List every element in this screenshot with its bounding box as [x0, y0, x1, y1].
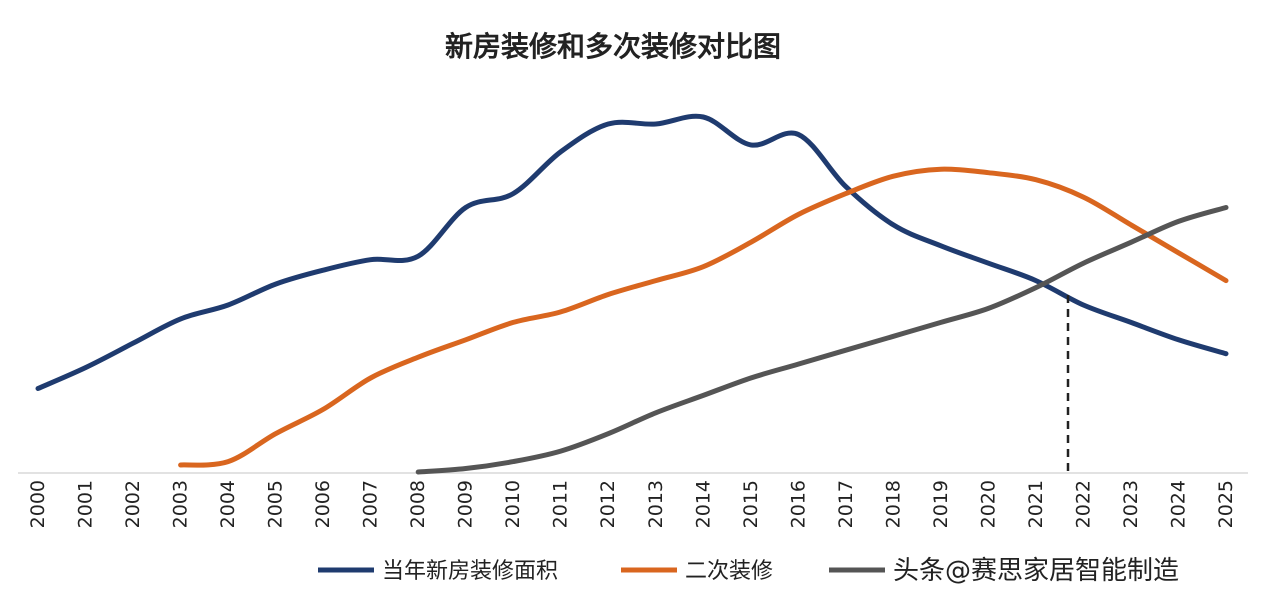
legend-label-1: 二次装修	[685, 559, 773, 584]
x-tick-label: 2025	[1215, 480, 1237, 528]
x-tick-label: 2023	[1120, 480, 1142, 528]
x-tick-label: 2024	[1167, 480, 1189, 528]
x-tick-label: 2006	[312, 480, 334, 528]
x-tick-label: 2020	[977, 480, 999, 528]
x-tick-label: 2017	[835, 480, 857, 528]
legend-label-0: 当年新房装修面积	[382, 559, 558, 584]
series-lines	[35, 113, 1229, 475]
x-tick-label: 2019	[930, 480, 952, 528]
x-tick-label: 2002	[122, 480, 144, 528]
x-tick-label: 2004	[217, 480, 239, 528]
x-tick-label: 2010	[502, 480, 524, 528]
x-tick-label: 2014	[692, 480, 714, 528]
series-line-1	[178, 166, 1229, 468]
x-tick-label: 2015	[740, 480, 762, 528]
series-line-0	[35, 113, 1229, 391]
x-tick-label: 2005	[265, 480, 287, 528]
x-tick-label: 2008	[407, 480, 429, 528]
x-tick-label: 2022	[1072, 480, 1094, 528]
x-axis-ticks: 2000 2001 2002 2003 2004 2005 2006 2007 2008 2009…	[27, 480, 1237, 528]
watermark-text: 头条@赛思家居智能制造	[893, 556, 1179, 586]
x-tick-label: 2007	[360, 480, 382, 528]
series-line-2	[415, 205, 1229, 475]
x-tick-label: 2016	[787, 480, 809, 528]
x-tick-label: 2013	[645, 480, 667, 528]
x-tick-label: 2012	[597, 480, 619, 528]
x-tick-label: 2009	[455, 480, 477, 528]
x-tick-label: 2000	[27, 480, 49, 528]
legend: 当年新房装修面积 二次装修	[318, 559, 885, 584]
x-tick-label: 2021	[1025, 480, 1047, 528]
x-tick-label: 2003	[170, 480, 192, 528]
x-tick-label: 2011	[550, 480, 572, 528]
chart-title: 新房装修和多次装修对比图	[445, 30, 781, 63]
x-tick-label: 2018	[882, 480, 904, 528]
x-tick-label: 2001	[75, 480, 97, 528]
